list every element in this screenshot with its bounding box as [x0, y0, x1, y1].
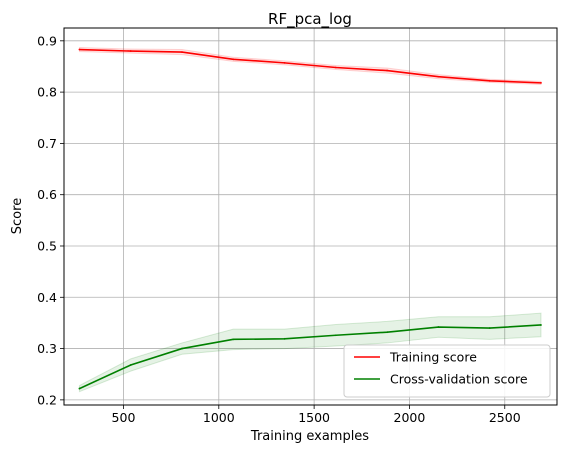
plot-area-frame	[63, 27, 558, 406]
y-tick-label: 0.9	[37, 33, 57, 48]
y-tick-label: 0.7	[37, 136, 57, 151]
legend-box	[343, 344, 551, 398]
legend-training-label: Training score	[389, 350, 477, 365]
legend: Training score Cross-validation score	[343, 344, 551, 398]
series-1-point	[129, 364, 132, 366]
series-0-line	[79, 48, 542, 84]
grid	[64, 28, 557, 405]
series-1-point	[283, 337, 286, 340]
series-1-point	[181, 347, 183, 350]
series-0-point	[540, 81, 542, 84]
x-tick-label: 1500	[298, 410, 330, 425]
chart-title: RF_pca_log	[268, 10, 352, 29]
series-1-point	[488, 327, 491, 329]
y-tick-label: 0.8	[37, 85, 57, 100]
series-1-point	[540, 324, 542, 326]
confidence-bands	[78, 46, 542, 393]
y-tick-label: 0.4	[37, 290, 57, 305]
x-tick-label: 500	[112, 410, 136, 425]
series-0-point	[181, 51, 183, 54]
x-tick-label: 1000	[203, 410, 235, 425]
series-0-point	[232, 58, 235, 61]
series-0-point	[129, 50, 132, 52]
x-axis-ticks: 500 1000 1500 2000 2500	[112, 405, 521, 425]
series-1-point	[232, 338, 235, 341]
legend-cv-label: Cross-validation score	[390, 372, 528, 387]
series-0-point	[283, 61, 286, 64]
series-1-point	[78, 387, 81, 390]
y-tick-label: 0.2	[37, 392, 57, 407]
y-tick-label: 0.6	[37, 187, 57, 202]
series-1-point	[437, 326, 440, 328]
y-axis-ticks: 0.2 0.3 0.4 0.5 0.6 0.7 0.8 0.9	[37, 33, 64, 407]
x-tick-label: 2000	[394, 410, 426, 425]
x-tick-label: 2500	[489, 410, 521, 425]
y-tick-label: 0.3	[37, 341, 57, 356]
series-0-point	[386, 69, 389, 72]
y-axis-label: Score	[10, 198, 25, 234]
series-1-band	[78, 312, 542, 393]
y-tick-label: 0.5	[37, 238, 57, 253]
x-axis-label: Training examples	[250, 429, 369, 444]
series-1-point	[334, 334, 337, 337]
series-1-line	[79, 324, 542, 390]
series-0-point	[437, 75, 440, 78]
series-0-point	[334, 66, 337, 69]
series-1-point	[386, 331, 389, 334]
series-lines	[78, 48, 542, 390]
series-0-point	[78, 48, 81, 51]
series-0-point	[488, 79, 491, 82]
